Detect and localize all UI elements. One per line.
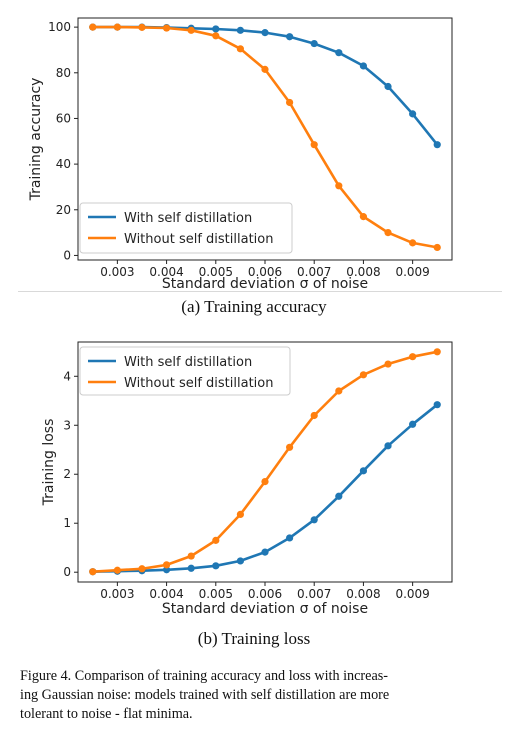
y-tick-label: 2 <box>63 467 71 481</box>
x-tick-label: 0.007 <box>297 587 331 601</box>
data-point <box>286 443 294 451</box>
data-point <box>261 65 269 73</box>
data-point <box>89 568 97 576</box>
x-tick-label: 0.004 <box>149 265 183 279</box>
y-tick-label: 0 <box>63 248 71 262</box>
y-tick-label: 4 <box>63 369 71 383</box>
data-point <box>433 243 441 252</box>
data-point <box>236 45 244 53</box>
data-point <box>359 213 368 221</box>
data-point <box>212 32 220 40</box>
chart-loss: 0.003 0.004 0.005 0.006 0.007 0.008 0.009 0 1 2 3 4… <box>41 341 453 617</box>
legend-box <box>79 346 291 396</box>
y-tick-label: 1 <box>63 516 71 530</box>
legend: With self distillation Without self disti… <box>79 202 293 254</box>
x-tick-label: 0.008 <box>346 265 380 279</box>
data-point <box>261 477 269 486</box>
data-point <box>359 62 368 70</box>
data-point <box>162 24 171 32</box>
y-axis-label: Training loss <box>41 419 57 507</box>
figure-caption: Figure 4. Comparison of training accurac… <box>20 667 490 724</box>
data-point <box>409 239 417 247</box>
data-point <box>335 182 343 190</box>
data-point <box>409 353 417 361</box>
x-tick-label: 0.009 <box>395 265 429 279</box>
data-point <box>310 516 318 524</box>
data-point <box>335 387 343 395</box>
series-line-with-self-distillation <box>92 403 439 573</box>
data-point <box>162 561 171 569</box>
data-point <box>212 562 220 570</box>
x-tick-label: 0.005 <box>199 587 233 601</box>
data-point <box>409 110 417 118</box>
y-tick-label: 100 <box>48 20 71 34</box>
panel-separator <box>18 291 502 292</box>
data-point <box>286 534 294 542</box>
data-point <box>212 536 220 544</box>
data-point <box>212 25 220 33</box>
data-point <box>113 23 121 31</box>
data-point <box>187 26 195 34</box>
y-tick-label: 20 <box>56 203 71 217</box>
data-point <box>433 401 441 409</box>
data-point <box>335 492 343 500</box>
data-point <box>236 557 244 565</box>
legend-label: Without self distillation <box>124 376 273 391</box>
data-point <box>359 371 368 379</box>
legend: With self distillation Without self disti… <box>79 346 291 396</box>
y-axis-label: Training accuracy <box>28 78 44 202</box>
y-tick-label: 0 <box>63 565 71 579</box>
data-point <box>236 26 244 34</box>
y-tick-label: 3 <box>63 418 71 432</box>
figure-caption-line: Figure 4. Comparison of training accurac… <box>20 668 388 684</box>
x-tick-label: 0.006 <box>248 587 282 601</box>
x-tick-label: 0.009 <box>395 587 429 601</box>
chart-accuracy: 0.003 0.004 0.005 0.006 0.007 0.008 0.009 0 20 40… <box>28 17 453 292</box>
legend-label: Without self distillation <box>124 232 273 247</box>
data-point <box>261 29 269 37</box>
x-tick-label: 0.007 <box>297 265 331 279</box>
x-axis-label: Standard deviation σ of noise <box>162 276 368 292</box>
data-point <box>187 564 195 572</box>
data-point <box>335 49 343 57</box>
subcaption-a: (a) Training accuracy <box>181 297 327 316</box>
data-point <box>286 33 294 41</box>
data-point <box>138 565 146 573</box>
data-point <box>409 420 417 428</box>
data-point <box>359 467 368 475</box>
data-point <box>261 548 269 556</box>
legend-label: With self distillation <box>124 211 252 226</box>
x-tick-label: 0.006 <box>248 265 282 279</box>
data-point <box>433 348 441 356</box>
y-tick-label: 60 <box>56 111 71 125</box>
data-point <box>113 566 121 574</box>
data-point <box>138 23 146 31</box>
legend-label: With self distillation <box>124 355 252 370</box>
data-point <box>384 360 392 368</box>
legend-box <box>79 202 293 254</box>
figure-caption-line: ing Gaussian noise: models trained with … <box>20 687 390 703</box>
data-point <box>310 411 318 420</box>
x-tick-label: 0.004 <box>149 587 183 601</box>
x-tick-label: 0.008 <box>346 587 380 601</box>
x-tick-label: 0.003 <box>100 587 134 601</box>
x-axis-label: Standard deviation σ of noise <box>162 601 368 617</box>
x-tick-label: 0.005 <box>199 265 233 279</box>
data-point <box>89 23 97 31</box>
data-point <box>384 229 392 237</box>
subcaption-b: (b) Training loss <box>197 629 311 648</box>
y-tick-label: 80 <box>56 66 71 80</box>
x-tick-label: 0.003 <box>100 265 134 279</box>
y-tick-label: 40 <box>56 157 71 171</box>
data-point <box>384 82 392 91</box>
data-point <box>433 141 441 149</box>
data-point <box>384 442 392 450</box>
data-point <box>310 39 318 48</box>
data-point <box>286 98 294 107</box>
figure-caption-line: tolerant to noise - flat minima. <box>20 706 193 722</box>
data-point <box>310 141 318 149</box>
data-point <box>236 510 244 519</box>
data-point <box>187 552 195 560</box>
